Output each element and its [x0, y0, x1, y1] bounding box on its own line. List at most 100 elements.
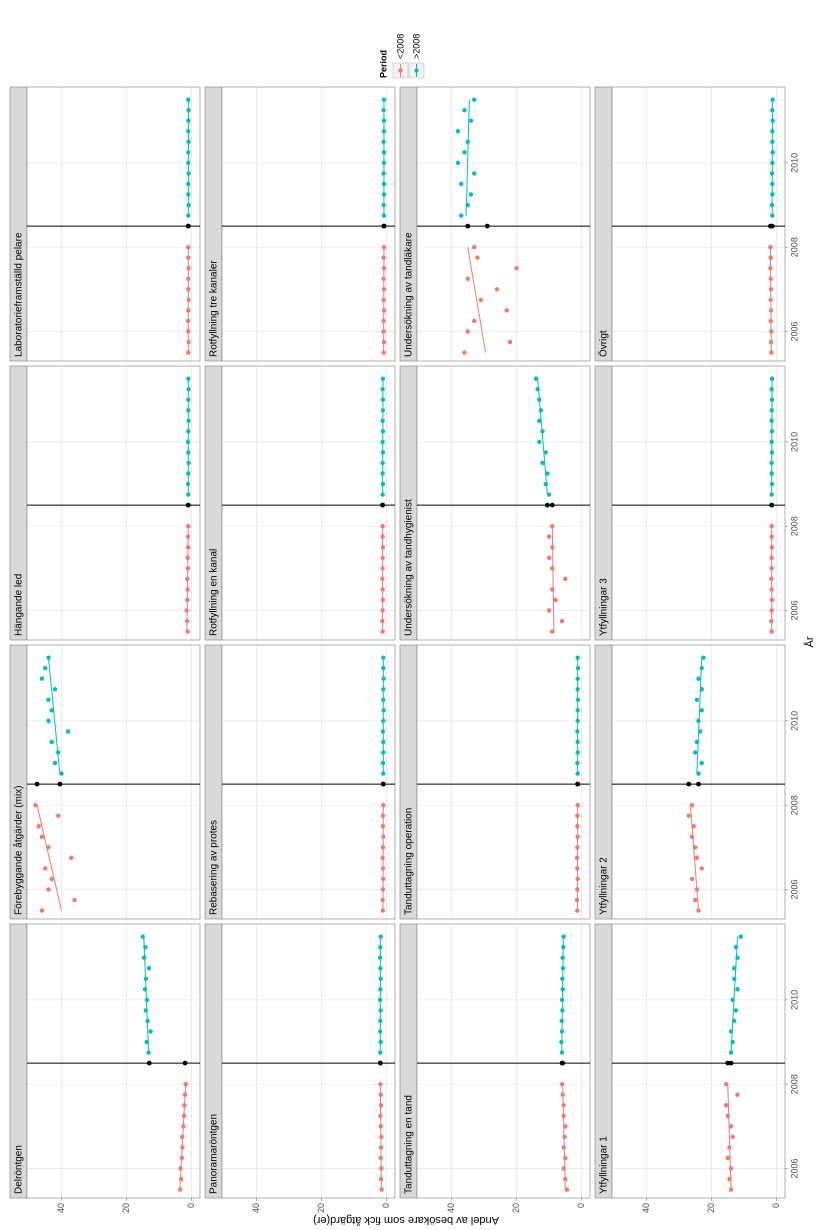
- panel-background: [27, 87, 200, 361]
- data-point: [575, 866, 580, 871]
- data-point: [378, 1155, 383, 1161]
- strip-label: Undersökning av tandhygienist: [404, 499, 415, 636]
- data-point: [769, 329, 774, 334]
- data-point: [727, 1176, 732, 1182]
- data-point: [380, 534, 385, 539]
- data-point: [148, 1029, 153, 1034]
- data-point: [178, 1176, 184, 1182]
- data-point: [43, 665, 48, 671]
- data-point: [184, 618, 190, 624]
- strip-label: Undersökning av tandläkare: [404, 232, 415, 357]
- data-point: [770, 192, 775, 197]
- x-tick-label: 2010: [789, 711, 799, 731]
- data-point: [381, 255, 386, 260]
- break-point: [57, 781, 63, 787]
- trend-line: [36, 805, 62, 911]
- data-point: [699, 708, 704, 713]
- break-point: [465, 223, 471, 229]
- panel-border: [611, 644, 786, 920]
- data-point: [723, 1081, 729, 1087]
- x-tick-label: 2010: [789, 432, 799, 452]
- data-point: [144, 1039, 149, 1045]
- panel-background: [612, 87, 785, 361]
- data-point: [727, 1145, 732, 1150]
- data-point: [575, 834, 580, 839]
- data-point: [380, 813, 386, 818]
- data-point: [378, 976, 383, 981]
- data-point: [380, 386, 385, 392]
- strip-label: Rotfyllning tre kanaler: [209, 260, 220, 357]
- data-point: [186, 181, 191, 187]
- data-point: [575, 908, 580, 913]
- data-point: [550, 587, 555, 592]
- data-point: [538, 408, 544, 413]
- data-point: [186, 492, 191, 497]
- data-point: [738, 934, 743, 939]
- data-point: [694, 739, 700, 745]
- data-point: [507, 339, 513, 345]
- strip-label: Hängande led: [14, 574, 25, 636]
- data-point: [560, 987, 565, 992]
- y-tick-label: 40: [446, 1203, 456, 1213]
- data-point: [553, 597, 558, 603]
- data-point: [550, 629, 555, 634]
- panel-border: [416, 365, 591, 641]
- data-point: [380, 608, 385, 613]
- data-point: [699, 866, 704, 871]
- data-point: [186, 97, 191, 102]
- data-point: [770, 181, 775, 187]
- data-point: [559, 618, 565, 624]
- data-point: [380, 729, 386, 734]
- data-point: [770, 107, 775, 113]
- data-point: [142, 987, 148, 992]
- data-point: [770, 97, 775, 102]
- data-point: [381, 181, 387, 187]
- break-point: [380, 781, 386, 787]
- data-point: [728, 1124, 734, 1129]
- y-tick-label: 0: [576, 1203, 586, 1208]
- data-point: [381, 676, 386, 681]
- data-point: [550, 545, 555, 550]
- panel-border: [611, 365, 786, 641]
- break-point: [696, 781, 701, 787]
- data-point: [183, 1081, 188, 1087]
- data-point: [184, 608, 189, 613]
- data-point: [186, 429, 191, 434]
- data-point: [381, 687, 386, 692]
- y-tick-label: 20: [706, 1203, 716, 1213]
- data-point: [559, 1039, 564, 1045]
- data-point: [770, 129, 775, 134]
- panel-border: [221, 86, 396, 362]
- data-point: [381, 802, 386, 808]
- data-point: [465, 202, 470, 208]
- data-point: [478, 297, 483, 303]
- data-point: [381, 655, 386, 660]
- legend-title: Period: [378, 50, 388, 78]
- data-point: [769, 555, 774, 560]
- data-point: [455, 160, 461, 166]
- data-point: [381, 107, 386, 113]
- panel-border: [416, 86, 591, 362]
- break-point: [34, 781, 40, 787]
- data-point: [378, 1008, 383, 1013]
- data-point: [472, 97, 477, 102]
- data-point: [186, 276, 191, 281]
- data-point: [735, 987, 740, 992]
- strip-label: Förebyggande åtgärder (mix): [13, 785, 25, 915]
- strip-label: Ytfyllningar 3: [599, 578, 610, 636]
- x-tick-label: 2008: [789, 795, 799, 815]
- data-point: [380, 408, 386, 413]
- data-point: [378, 1145, 384, 1150]
- data-point: [537, 439, 542, 445]
- data-point: [537, 397, 542, 402]
- data-point: [546, 534, 552, 539]
- data-point: [381, 750, 386, 755]
- data-point: [693, 845, 698, 850]
- data-point: [52, 687, 58, 692]
- data-point: [380, 866, 386, 871]
- data-point: [728, 1029, 734, 1034]
- x-tick-label: 2008: [789, 237, 799, 257]
- data-point: [725, 1155, 730, 1161]
- data-point: [380, 439, 385, 445]
- data-point: [723, 1103, 729, 1108]
